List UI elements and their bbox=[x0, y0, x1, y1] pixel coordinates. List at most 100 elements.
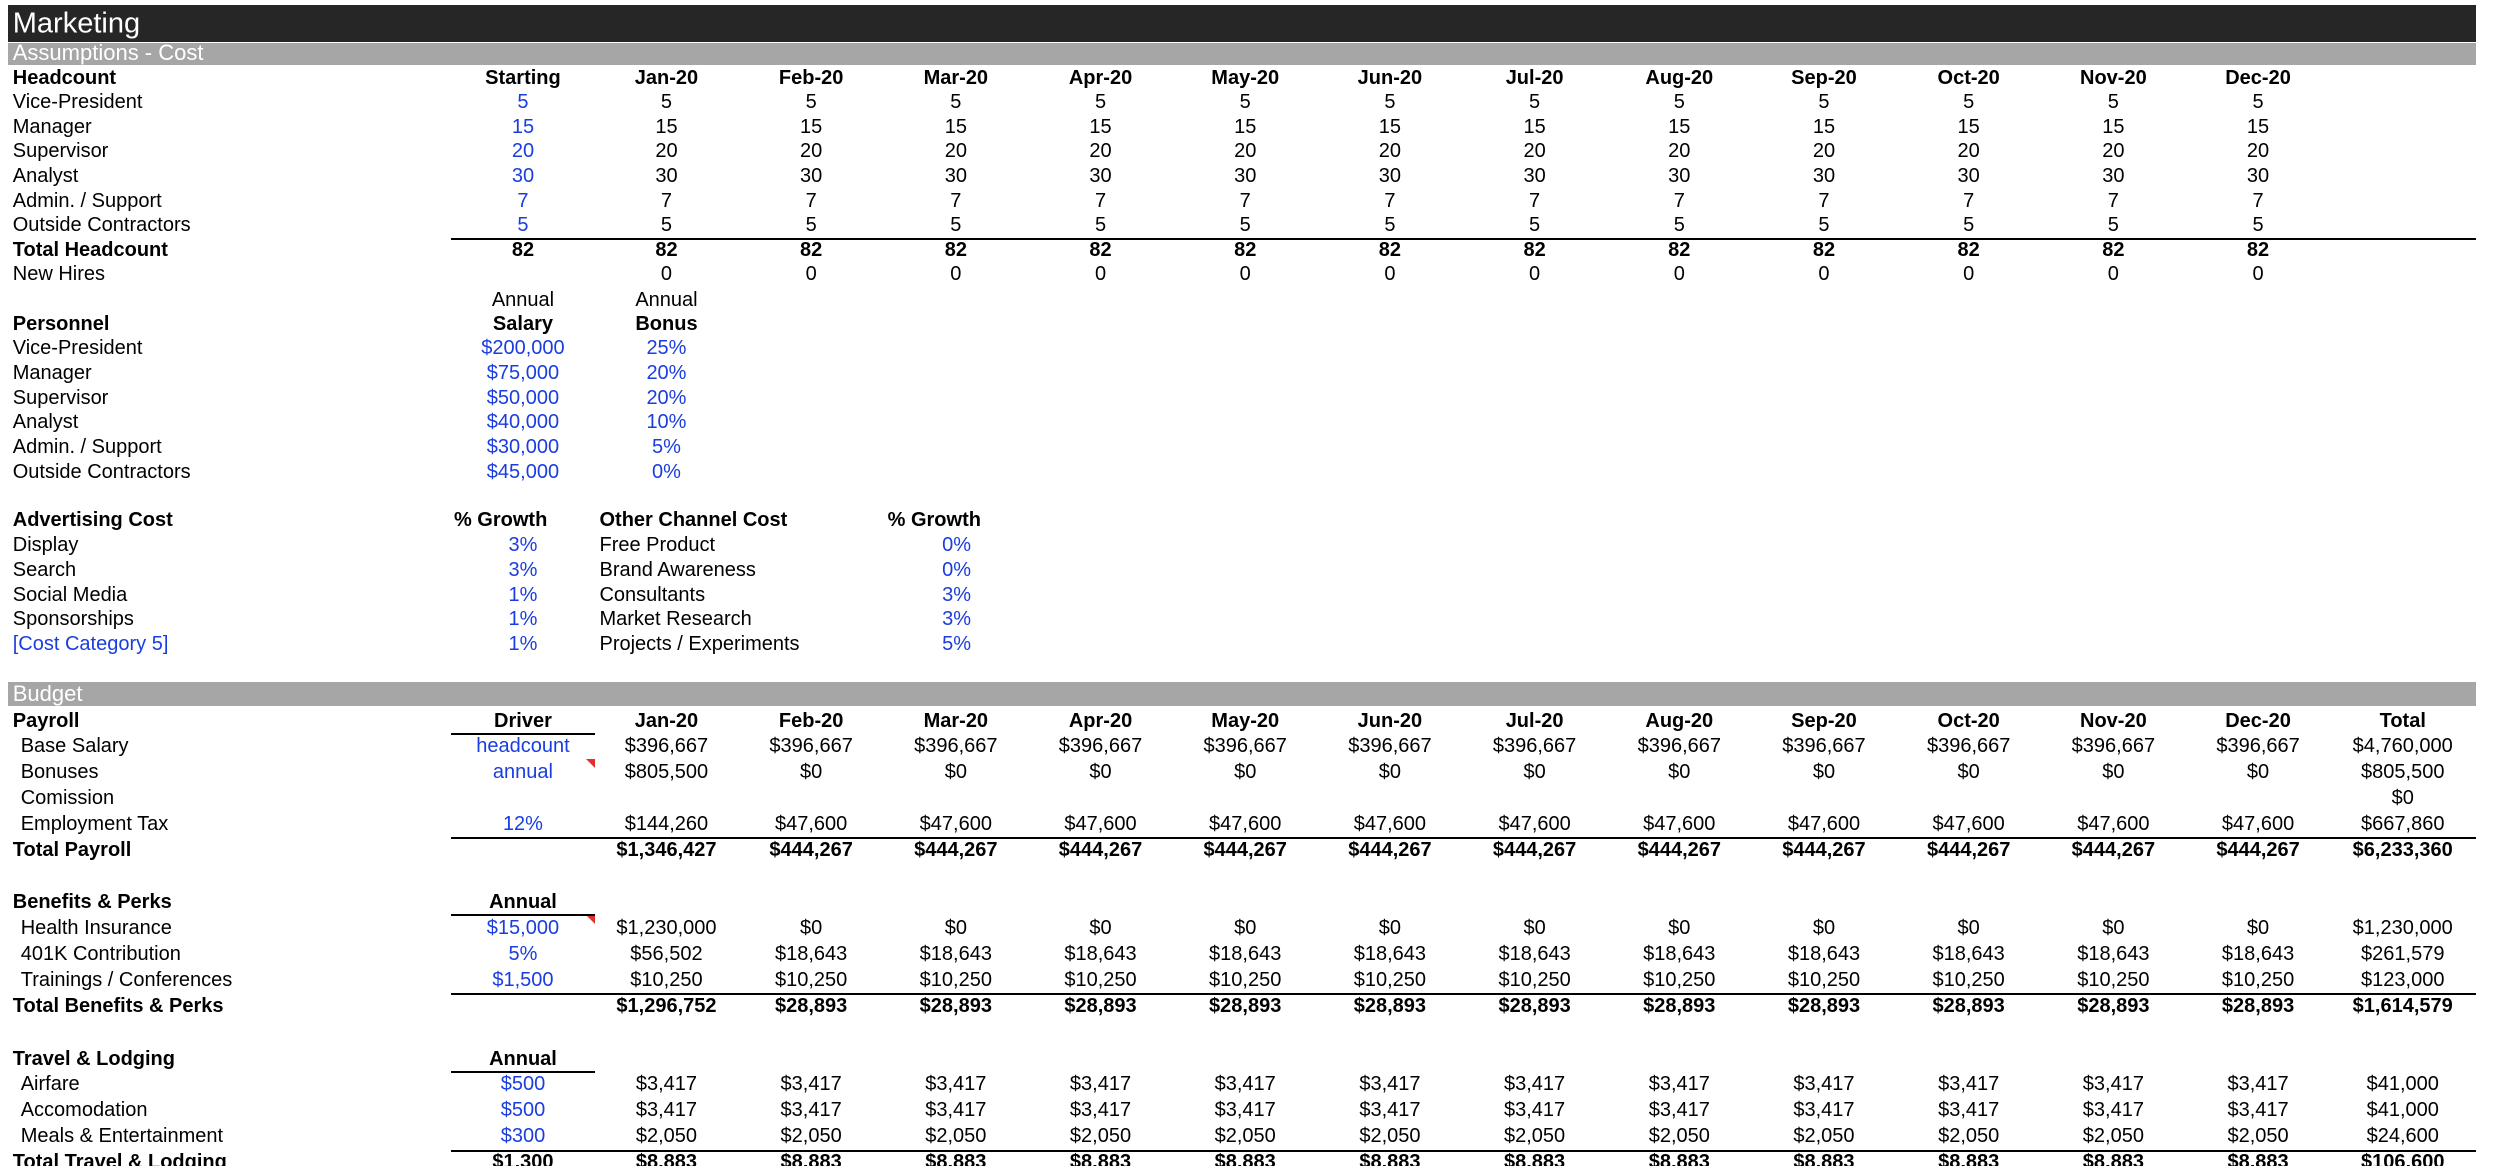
cell: 15 bbox=[1523, 115, 1546, 138]
cell: $28,893 bbox=[1209, 995, 1282, 1018]
cell: 30 bbox=[944, 164, 967, 187]
row-label: Market Research bbox=[599, 608, 752, 631]
cell: $8,883 bbox=[1793, 1151, 1855, 1166]
cell: $261,579 bbox=[2361, 943, 2445, 966]
cell: $444,267 bbox=[1782, 838, 1866, 861]
cell: 5 bbox=[1963, 214, 1975, 237]
cell: 7 bbox=[1384, 189, 1396, 212]
cell: $444,267 bbox=[2071, 838, 2156, 861]
cell: $28,893 bbox=[1932, 995, 2005, 1018]
cell: Annual bbox=[489, 1047, 557, 1070]
cell: 5 bbox=[1094, 214, 1107, 237]
cell: $444,267 bbox=[1926, 838, 2011, 861]
cell: $444,267 bbox=[1492, 838, 1577, 861]
cell: $0 bbox=[1668, 916, 1691, 939]
row-label: Bonuses bbox=[20, 760, 99, 783]
cell: $2,050 bbox=[1214, 1125, 1276, 1148]
cell: $3,417 bbox=[1793, 1073, 1855, 1096]
cell: $2,050 bbox=[635, 1125, 698, 1148]
cell: $444,267 bbox=[914, 838, 998, 861]
row-label: Social Media bbox=[12, 583, 128, 606]
cell: $0 bbox=[944, 916, 967, 939]
cell: Nov-20 bbox=[2080, 67, 2147, 90]
cell: $3,417 bbox=[1214, 1073, 1276, 1096]
cell: 82 bbox=[1668, 239, 1691, 262]
cell: $10,250 bbox=[919, 969, 992, 992]
cell: 5 bbox=[1673, 214, 1685, 237]
cell: $0 bbox=[2102, 916, 2125, 939]
cell: 0% bbox=[942, 534, 972, 557]
cell: $3,417 bbox=[1214, 1099, 1276, 1122]
cell: 7 bbox=[1818, 189, 1830, 212]
cell: 7 bbox=[2107, 189, 2119, 212]
row-label: Outside Contractors bbox=[12, 460, 191, 483]
cell: 20 bbox=[1089, 140, 1112, 163]
cell: Starting bbox=[485, 67, 561, 90]
cell: Jan-20 bbox=[634, 709, 699, 732]
cell: $0 bbox=[1957, 916, 1980, 939]
row-label: Manager bbox=[12, 115, 92, 138]
row-label: Total Payroll bbox=[12, 838, 132, 861]
cell: $24,600 bbox=[2366, 1125, 2439, 1148]
cell: $0 bbox=[1234, 916, 1257, 939]
cell: annual bbox=[492, 760, 553, 783]
cell: 30 bbox=[511, 164, 535, 187]
cell: $8,883 bbox=[1359, 1151, 1421, 1166]
cell: $50,000 bbox=[486, 386, 560, 409]
cell: $41,000 bbox=[2366, 1099, 2439, 1122]
cell: $8,883 bbox=[1214, 1151, 1276, 1166]
row-label: Health Insurance bbox=[20, 916, 172, 939]
cell: $444,267 bbox=[1348, 838, 1432, 861]
cell: $2,050 bbox=[1648, 1125, 1710, 1148]
cell: 82 bbox=[944, 239, 967, 262]
row-label: Analyst bbox=[12, 164, 79, 187]
cell: $28,893 bbox=[1787, 995, 1861, 1018]
row-label: Supervisor bbox=[12, 140, 109, 163]
cell: $10,250 bbox=[1353, 969, 1427, 992]
cell: 5 bbox=[2107, 91, 2119, 114]
row-label: Headcount bbox=[12, 67, 117, 90]
cell: $18,643 bbox=[2221, 943, 2295, 966]
cell: 82 bbox=[1523, 239, 1546, 262]
cell: $28,893 bbox=[919, 995, 992, 1018]
cell: $200,000 bbox=[481, 337, 565, 360]
cell: $56,502 bbox=[630, 943, 703, 966]
cell: $0 bbox=[1812, 760, 1836, 783]
row-label: Vice-President bbox=[12, 91, 143, 114]
cell: 12% bbox=[502, 813, 543, 836]
cell: 5 bbox=[1094, 91, 1107, 114]
cell: $667,860 bbox=[2361, 813, 2445, 836]
cell: $28,893 bbox=[1353, 995, 1427, 1018]
cell: $444,267 bbox=[1058, 838, 1143, 861]
cell: 20% bbox=[646, 386, 687, 409]
cell: 30 bbox=[1523, 164, 1546, 187]
cell: $444,267 bbox=[1203, 838, 1287, 861]
cell: 0 bbox=[805, 263, 817, 286]
row-label: Base Salary bbox=[20, 735, 129, 758]
cell: $3,417 bbox=[1938, 1099, 2000, 1122]
row-label: Admin. / Support bbox=[12, 189, 162, 212]
cell: 0 bbox=[1673, 263, 1685, 286]
cell: 0% bbox=[942, 558, 972, 581]
cell: $47,600 bbox=[1643, 813, 1716, 836]
cell: $444,267 bbox=[1637, 838, 1721, 861]
cell: $18,643 bbox=[1643, 943, 1716, 966]
row-label: Projects / Experiments bbox=[599, 633, 800, 656]
cell: $3,417 bbox=[635, 1099, 698, 1122]
cell: $18,643 bbox=[774, 943, 848, 966]
cell: 30 bbox=[1089, 164, 1112, 187]
cell: $10,250 bbox=[774, 969, 848, 992]
cell: $0 bbox=[1378, 760, 1402, 783]
cell: 5 bbox=[1384, 214, 1396, 237]
cell: 5 bbox=[1818, 91, 1830, 114]
cell: $18,643 bbox=[919, 943, 992, 966]
cell: 15 bbox=[1668, 115, 1691, 138]
cell: 7 bbox=[1963, 189, 1975, 212]
cell: 3% bbox=[942, 583, 972, 606]
cell: $500 bbox=[500, 1073, 546, 1096]
cell: 20 bbox=[2102, 140, 2125, 163]
cell: 5 bbox=[1673, 91, 1685, 114]
row-label: Total Travel & Lodging bbox=[12, 1151, 227, 1166]
border bbox=[451, 732, 595, 735]
cell: $396,667 bbox=[1058, 735, 1143, 758]
